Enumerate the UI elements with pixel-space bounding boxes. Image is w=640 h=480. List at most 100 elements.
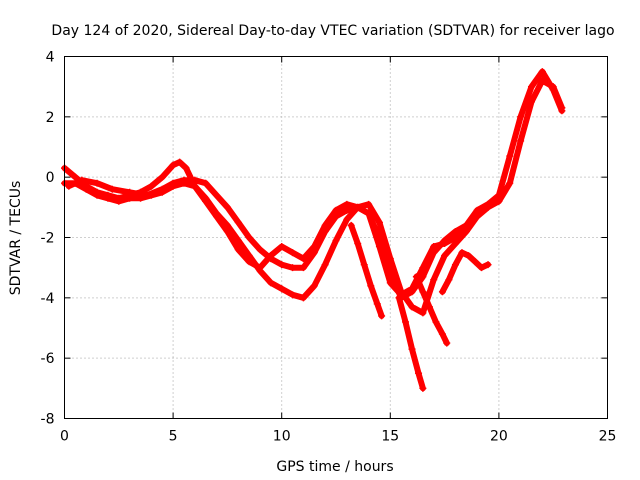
data-point <box>365 200 373 208</box>
data-point <box>82 185 90 193</box>
data-point <box>180 176 188 184</box>
data-point <box>386 270 394 278</box>
data-point <box>408 303 416 311</box>
data-point <box>202 194 210 202</box>
data-point <box>347 221 355 229</box>
x-axis-title: GPS time / hours <box>276 459 393 475</box>
x-tick-label: 10 <box>273 429 291 445</box>
data-point <box>108 185 116 193</box>
data-point <box>299 255 307 263</box>
y-tick-label: 4 <box>46 50 55 66</box>
data-point <box>419 288 427 296</box>
data-point <box>478 264 486 272</box>
data-point <box>451 227 459 235</box>
data-point <box>158 185 166 193</box>
data-point <box>354 240 362 248</box>
series-arm-3 <box>412 273 451 347</box>
data-point <box>245 252 253 260</box>
series-trace <box>439 249 491 295</box>
data-point <box>506 152 514 160</box>
data-point <box>419 309 427 317</box>
data-point <box>538 68 546 76</box>
data-point <box>93 191 101 199</box>
data-point <box>169 179 177 187</box>
data-point <box>213 209 221 217</box>
data-point <box>310 249 318 257</box>
data-point <box>375 218 383 226</box>
data-point <box>441 252 449 260</box>
data-point <box>343 200 351 208</box>
data-point <box>354 203 362 211</box>
data-point <box>443 339 451 347</box>
data-point <box>378 312 386 320</box>
data-point <box>430 249 438 257</box>
data-point <box>517 113 525 121</box>
data-series <box>61 68 566 392</box>
data-point <box>126 188 134 196</box>
data-point <box>484 203 492 211</box>
data-point <box>310 282 318 290</box>
data-point <box>256 246 264 254</box>
data-point <box>289 264 297 272</box>
data-point <box>412 273 420 281</box>
data-point <box>419 384 427 392</box>
data-point <box>223 221 231 229</box>
x-tick-label: 20 <box>490 429 508 445</box>
data-point <box>464 252 472 260</box>
y-tick-label: -8 <box>41 412 55 428</box>
data-point <box>438 288 446 296</box>
data-point <box>375 234 383 241</box>
grid <box>64 56 608 419</box>
series-trace <box>348 222 385 319</box>
data-point <box>484 261 492 269</box>
x-tick-label: 15 <box>381 429 399 445</box>
axis-ticks: 0 5 10 15 20 25 -8 -6 -4 -2 0 2 4 <box>41 50 617 445</box>
data-point <box>299 264 307 272</box>
series-track-c <box>65 176 470 302</box>
chart-title: Day 124 of 2020, Sidereal Day-to-day VTE… <box>51 23 614 39</box>
data-point <box>402 318 410 326</box>
data-point <box>299 294 307 302</box>
data-point <box>143 191 151 199</box>
x-tick-label: 0 <box>60 429 69 445</box>
data-point <box>278 285 286 293</box>
data-point <box>126 194 134 202</box>
data-point <box>471 258 479 266</box>
data-point <box>332 206 340 214</box>
y-tick-label: -4 <box>41 291 55 307</box>
data-point <box>278 261 286 269</box>
data-point <box>191 176 199 184</box>
data-point <box>104 194 112 202</box>
x-tick-label: 5 <box>169 429 178 445</box>
series-trace <box>61 68 565 298</box>
data-point <box>213 191 221 199</box>
data-point <box>147 182 155 190</box>
data-point <box>395 294 403 302</box>
data-point <box>256 267 264 275</box>
data-point <box>365 209 373 217</box>
data-point <box>158 173 166 181</box>
data-point <box>234 246 242 254</box>
data-point <box>462 221 470 229</box>
data-point <box>343 206 351 214</box>
data-point <box>451 240 459 248</box>
data-point <box>234 218 242 226</box>
data-point <box>278 243 286 251</box>
data-point <box>415 369 423 377</box>
series-trace <box>413 273 450 347</box>
data-point <box>445 276 453 284</box>
data-point <box>182 164 190 172</box>
data-point <box>71 173 79 181</box>
data-point <box>430 276 438 284</box>
data-point <box>408 288 416 296</box>
data-point <box>558 104 566 112</box>
data-point <box>527 98 535 106</box>
data-point <box>373 300 381 308</box>
data-point <box>223 203 231 211</box>
data-point <box>458 249 466 257</box>
data-point <box>438 330 446 338</box>
data-point <box>506 179 514 187</box>
data-point <box>332 212 340 220</box>
data-point <box>549 83 557 91</box>
